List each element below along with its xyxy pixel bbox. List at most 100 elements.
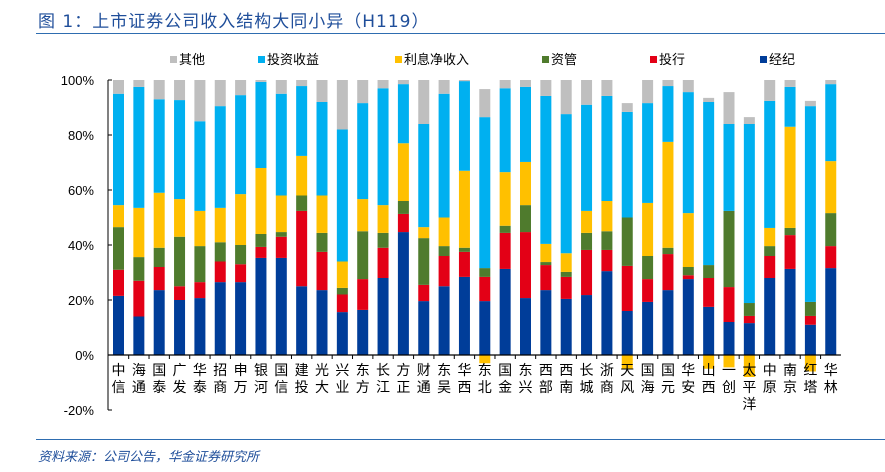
title-divider bbox=[36, 33, 885, 34]
bar-segment-经纪 bbox=[784, 268, 796, 355]
bar-segment-其他 bbox=[825, 80, 837, 85]
bar-segment-投行 bbox=[540, 265, 552, 291]
bar-segment-投资收益 bbox=[214, 106, 226, 208]
bar-红塔 bbox=[804, 100, 816, 372]
bar-segment-投行 bbox=[296, 210, 308, 287]
x-tick-label: 国元 bbox=[661, 363, 675, 396]
bar-segment-其他 bbox=[255, 80, 267, 82]
bar-segment-经纪 bbox=[581, 295, 593, 355]
bar-segment-利息净收入 bbox=[601, 201, 613, 232]
bar-segment-利息净收入 bbox=[642, 202, 654, 256]
bar-华林 bbox=[825, 80, 837, 355]
legend-item-投行: 投行 bbox=[650, 52, 685, 68]
bar-东兴 bbox=[520, 80, 531, 355]
bar-segment-其他 bbox=[174, 80, 186, 101]
bar-segment-经纪 bbox=[662, 290, 674, 355]
legend-item-资管: 资管 bbox=[542, 53, 577, 68]
bar-segment-其他 bbox=[621, 103, 633, 112]
bar-segment-投行 bbox=[743, 315, 755, 324]
bar-segment-投资收益 bbox=[275, 93, 287, 196]
bar-segment-投资收益 bbox=[255, 81, 267, 168]
bar-segment-投行 bbox=[357, 279, 369, 310]
bar-segment-投行 bbox=[520, 232, 531, 299]
x-tick-label: 山西 bbox=[702, 363, 716, 396]
bar-segment-投资收益 bbox=[113, 93, 124, 206]
bar-segment-投资收益 bbox=[743, 124, 755, 304]
bar-segment-利息净收入 bbox=[418, 227, 430, 239]
bar-银河 bbox=[255, 80, 267, 355]
x-tick-label: 华林 bbox=[824, 363, 838, 396]
bar-segment-资管 bbox=[642, 256, 654, 280]
legend-swatch bbox=[170, 56, 177, 63]
bar-segment-经纪 bbox=[520, 298, 531, 355]
bar-长江 bbox=[377, 80, 389, 355]
bar-segment-经纪 bbox=[377, 278, 389, 355]
y-tick-label: 40% bbox=[68, 238, 94, 253]
bar-segment-资管 bbox=[235, 245, 247, 265]
x-tick-label: 国泰 bbox=[152, 363, 166, 396]
bar-segment-经纪 bbox=[357, 309, 369, 355]
bar-segment-经纪 bbox=[560, 298, 572, 355]
bar-segment-投行 bbox=[113, 269, 124, 296]
bar-segment-经纪 bbox=[479, 301, 491, 355]
bar-segment-利息净收入 bbox=[255, 168, 267, 234]
bar-segment-经纪 bbox=[397, 232, 409, 355]
bar-segment-利息净收入 bbox=[296, 155, 308, 196]
x-tick-label: 长江 bbox=[376, 363, 390, 396]
x-tick-label: 银河 bbox=[254, 363, 268, 396]
bar-segment-经纪 bbox=[214, 282, 226, 355]
bar-国元 bbox=[662, 80, 674, 355]
bar-segment-投资收益 bbox=[764, 100, 776, 228]
y-tick-label: 20% bbox=[68, 293, 94, 308]
bar-segment-投行 bbox=[723, 287, 735, 322]
bar-segment-资管 bbox=[601, 231, 613, 250]
bar-segment-其他 bbox=[560, 80, 572, 115]
bar-segment-利息净收入 bbox=[621, 355, 633, 369]
x-tick-label: 广发 bbox=[173, 363, 187, 396]
bar-segment-经纪 bbox=[621, 311, 633, 355]
bar-segment-其他 bbox=[723, 92, 735, 124]
bar-中原 bbox=[764, 80, 776, 355]
bar-segment-经纪 bbox=[418, 301, 430, 355]
bar-segment-资管 bbox=[336, 287, 348, 295]
bar-方正 bbox=[397, 80, 409, 355]
bar-segment-投资收益 bbox=[682, 92, 694, 214]
bar-光大 bbox=[316, 80, 328, 355]
bar-segment-其他 bbox=[682, 80, 694, 93]
x-tick-label: 红塔 bbox=[803, 363, 817, 396]
bar-segment-利息净收入 bbox=[520, 161, 531, 206]
legend-item-经纪: 经纪 bbox=[760, 53, 795, 68]
bar-segment-经纪 bbox=[601, 271, 613, 355]
bar-segment-投行 bbox=[255, 246, 267, 258]
bar-segment-投资收益 bbox=[784, 86, 796, 127]
bar-segment-投资收益 bbox=[621, 111, 633, 218]
x-tick-label: 兴业 bbox=[335, 363, 349, 396]
y-tick-label: -20% bbox=[64, 403, 95, 418]
bar-segment-投行 bbox=[825, 246, 837, 269]
bar-segment-经纪 bbox=[275, 257, 287, 355]
bar-东方 bbox=[357, 80, 369, 355]
bar-segment-资管 bbox=[357, 231, 369, 280]
bar-segment-投资收益 bbox=[174, 100, 186, 200]
bar-segment-其他 bbox=[520, 80, 531, 87]
legend-label: 投行 bbox=[659, 52, 685, 68]
x-tick-label: 招商 bbox=[213, 363, 227, 396]
bar-segment-利息净收入 bbox=[214, 207, 226, 243]
bar-segment-其他 bbox=[153, 80, 165, 100]
bar-segment-投行 bbox=[601, 249, 613, 272]
bar-segment-投资收益 bbox=[377, 88, 389, 206]
bar-segment-其他 bbox=[458, 80, 470, 82]
x-tick-label: 长城 bbox=[580, 363, 594, 396]
bar-segment-其他 bbox=[397, 80, 409, 85]
bar-segment-投行 bbox=[499, 232, 511, 269]
legend-label: 经纪 bbox=[769, 53, 795, 68]
bar-segment-投行 bbox=[621, 265, 633, 311]
bar-segment-投行 bbox=[397, 213, 409, 233]
bar-segment-利息净收入 bbox=[438, 217, 450, 247]
x-tick-label: 太平洋 bbox=[742, 363, 756, 413]
x-tick-label: 中信 bbox=[112, 363, 126, 396]
bar-segment-投资收益 bbox=[153, 99, 165, 193]
bar-广发 bbox=[174, 80, 186, 355]
bar-财通 bbox=[418, 80, 430, 355]
bar-segment-投行 bbox=[153, 267, 165, 291]
